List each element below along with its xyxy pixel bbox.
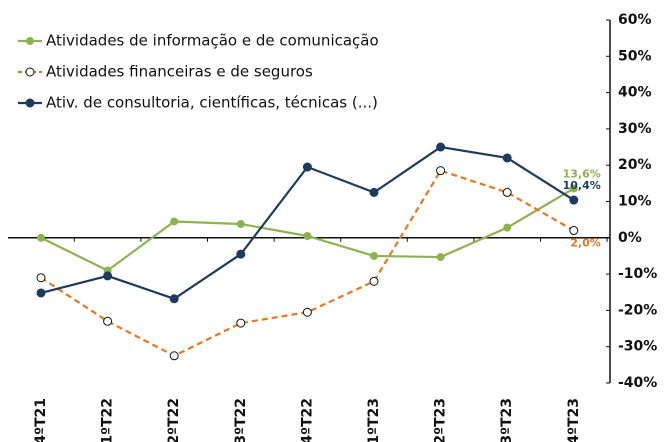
- data-point: [103, 316, 113, 326]
- data-point: [502, 153, 512, 163]
- y-tick-label: -10%: [618, 266, 657, 282]
- legend-label: Ativ. de consultoria, científicas, técni…: [46, 94, 378, 112]
- y-tick-label: 20%: [618, 157, 652, 173]
- data-point: [36, 273, 46, 283]
- value-label: 13,6%: [563, 167, 601, 180]
- x-tick-label: 2ºT23: [433, 398, 449, 442]
- y-tick-label: -40%: [618, 375, 657, 391]
- data-point: [502, 187, 512, 197]
- y-tick-label: 50%: [618, 48, 652, 64]
- data-point: [236, 318, 246, 328]
- x-tick-label: 1ºT23: [366, 398, 382, 442]
- data-point: [369, 187, 379, 197]
- legend-label: Atividades de informação e de comunicaçã…: [46, 32, 379, 50]
- x-tick-label: 4ºT22: [299, 398, 315, 442]
- y-tick-label: -20%: [618, 302, 657, 318]
- y-tick-label: 0%: [618, 230, 642, 246]
- data-point: [236, 220, 245, 229]
- y-tick-label: 30%: [618, 121, 652, 137]
- data-point: [170, 217, 179, 226]
- legend-marker: [25, 67, 35, 77]
- data-point: [569, 184, 578, 193]
- data-point: [169, 351, 179, 361]
- data-point: [303, 231, 312, 240]
- data-point: [370, 251, 378, 260]
- x-tick-label: 3ºT23: [499, 398, 515, 442]
- series-line: [40, 187, 575, 272]
- data-point: [436, 142, 446, 152]
- x-tick-label: 3ºT22: [233, 398, 249, 442]
- data-point: [302, 162, 312, 172]
- data-point: [436, 253, 445, 262]
- data-point: [236, 249, 246, 259]
- x-tick-label: 4ºT23: [566, 398, 582, 442]
- data-point: [36, 288, 46, 298]
- y-tick-label: 60%: [618, 12, 652, 28]
- x-tick-label: 1ºT22: [100, 398, 116, 442]
- y-tick-label: -30%: [618, 339, 657, 355]
- y-tick-label: 40%: [618, 85, 652, 101]
- data-point: [103, 271, 113, 281]
- y-tick-label: 10%: [618, 194, 652, 210]
- data-point: [503, 223, 512, 232]
- data-point: [369, 276, 379, 286]
- data-point: [169, 294, 179, 304]
- value-label: 2,0%: [570, 237, 601, 250]
- series-line: [40, 169, 575, 358]
- x-tick-label: 4ºT21: [33, 398, 49, 442]
- legend-marker: [26, 37, 34, 45]
- value-label: 10,4%: [563, 179, 601, 192]
- data-point: [302, 307, 312, 317]
- legend-marker: [25, 98, 35, 108]
- data-point: [436, 166, 446, 176]
- x-tick-label: 2ºT22: [166, 398, 182, 442]
- data-point: [569, 226, 579, 236]
- legend-label: Atividades financeiras e de seguros: [46, 63, 313, 81]
- data-point: [37, 233, 45, 242]
- data-point: [569, 195, 579, 205]
